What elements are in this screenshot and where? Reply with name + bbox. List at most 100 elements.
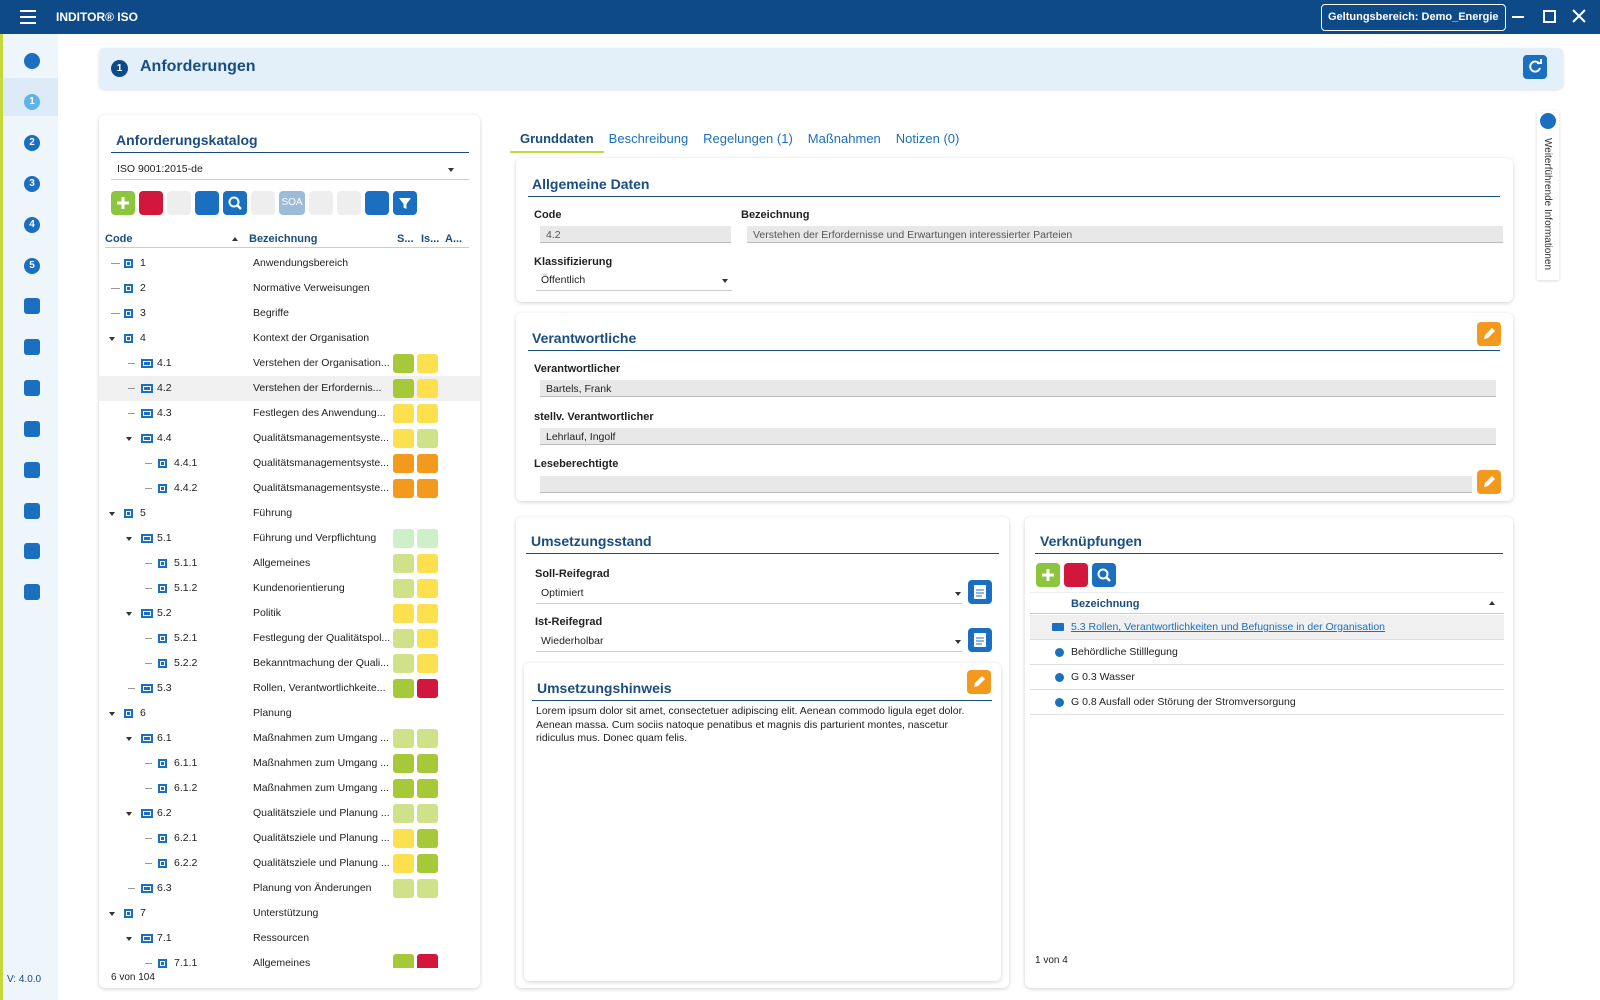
copy-button[interactable] bbox=[167, 191, 191, 215]
nav-icon[interactable] bbox=[24, 380, 40, 396]
column-label[interactable]: Code bbox=[105, 233, 133, 245]
column-label[interactable]: S... bbox=[397, 233, 414, 245]
hint-text[interactable]: Lorem ipsum dolor sit amet, consectetuer… bbox=[536, 705, 965, 744]
nav-icon[interactable] bbox=[24, 53, 40, 69]
filter-button[interactable] bbox=[393, 191, 417, 215]
menu-icon[interactable] bbox=[20, 9, 38, 25]
tree-row[interactable]: 7 Unterstützung bbox=[99, 901, 480, 926]
search-button[interactable] bbox=[1092, 563, 1116, 587]
tree-row[interactable]: 5.2.1 Festlegung der Qualitätspol... bbox=[99, 626, 480, 651]
tree-row[interactable]: 5.1 Führung und Verpflichtung bbox=[99, 526, 480, 551]
expand-toggle[interactable] bbox=[126, 812, 132, 816]
refresh-button[interactable] bbox=[1523, 55, 1547, 79]
column-label[interactable]: Bezeichnung bbox=[1071, 598, 1140, 610]
tree-row[interactable]: 7.1.1 Allgemeines bbox=[99, 951, 480, 968]
tree-row[interactable]: 4 Kontext der Organisation bbox=[99, 326, 480, 351]
column-label[interactable]: Bezeichnung bbox=[249, 233, 318, 245]
nav-icon[interactable]: 1 bbox=[24, 94, 40, 110]
link-text[interactable]: 5.3 Rollen, Verantwortlichkeiten und Bef… bbox=[1071, 621, 1386, 633]
expand-toggle[interactable] bbox=[126, 937, 132, 941]
tree-row[interactable]: 4.1 Verstehen der Organisation... bbox=[99, 351, 480, 376]
search-button[interactable] bbox=[223, 191, 247, 215]
link-row[interactable]: Behördliche Stilllegung bbox=[1030, 640, 1504, 665]
tree-row[interactable]: 5.3 Rollen, Verantwortlichkeite... bbox=[99, 676, 480, 701]
nav-icon[interactable] bbox=[24, 298, 40, 314]
collapse-button[interactable] bbox=[195, 191, 219, 215]
add-button[interactable] bbox=[1036, 563, 1060, 587]
doc-button[interactable] bbox=[968, 580, 992, 604]
tree-row[interactable]: 4.4.1 Qualitätsmanagementsyste... bbox=[99, 451, 480, 476]
risk-button[interactable] bbox=[365, 191, 389, 215]
scope-button[interactable]: Geltungsbereich: Demo_Energie bbox=[1321, 4, 1506, 31]
delete-button[interactable] bbox=[1064, 563, 1088, 587]
link-row[interactable]: 5.3 Rollen, Verantwortlichkeiten und Bef… bbox=[1030, 615, 1504, 640]
maximize[interactable] bbox=[1543, 10, 1556, 23]
column-label[interactable]: A... bbox=[445, 233, 463, 245]
catalog-select[interactable]: ISO 9001:2015-de bbox=[117, 163, 203, 175]
back-button[interactable] bbox=[251, 191, 275, 215]
tree-row[interactable]: 6.1.1 Maßnahmen zum Umgang ... bbox=[99, 751, 480, 776]
tab[interactable]: Maßnahmen bbox=[807, 131, 881, 146]
tree-row[interactable]: 6.2 Qualitätsziele und Planung ... bbox=[99, 801, 480, 826]
tree-row[interactable]: 5.2.2 Bekanntmachung der Quali... bbox=[99, 651, 480, 676]
edit-button[interactable] bbox=[1477, 322, 1501, 346]
tab[interactable]: Notizen (0) bbox=[895, 131, 960, 146]
minimize[interactable] bbox=[1512, 16, 1524, 18]
tree-row[interactable]: 5 Führung bbox=[99, 501, 480, 526]
tree-row[interactable]: 7.1 Ressourcen bbox=[99, 926, 480, 951]
expand-toggle[interactable] bbox=[109, 337, 115, 341]
tree-row[interactable]: 5.1.2 Kundenorientierung bbox=[99, 576, 480, 601]
nav-icon[interactable] bbox=[24, 421, 40, 437]
nav-icon[interactable]: 2 bbox=[24, 135, 40, 151]
nav-icon[interactable]: 4 bbox=[24, 217, 40, 233]
expand-toggle[interactable] bbox=[126, 537, 132, 541]
edit-button[interactable] bbox=[1477, 470, 1501, 494]
export-button[interactable] bbox=[337, 191, 361, 215]
tree-row[interactable]: 1 Anwendungsbereich bbox=[99, 251, 480, 276]
link-row[interactable]: G 0.8 Ausfall oder Störung der Stromvers… bbox=[1030, 690, 1504, 715]
actual-select[interactable]: Wiederholbar bbox=[541, 635, 604, 647]
nav-icon[interactable]: 3 bbox=[24, 176, 40, 192]
tree-row[interactable]: 5.2 Politik bbox=[99, 601, 480, 626]
tree-row[interactable]: 4.3 Festlegen des Anwendung... bbox=[99, 401, 480, 426]
nav-icon[interactable] bbox=[24, 339, 40, 355]
tab[interactable]: Regelungen (1) bbox=[703, 131, 793, 146]
settings-button[interactable] bbox=[309, 191, 333, 215]
expand-toggle[interactable] bbox=[126, 737, 132, 741]
expand-toggle[interactable] bbox=[109, 912, 115, 916]
tree-row[interactable]: 6 Planung bbox=[99, 701, 480, 726]
close[interactable] bbox=[1572, 9, 1586, 23]
tree-row[interactable]: 6.2.1 Qualitätsziele und Planung ... bbox=[99, 826, 480, 851]
tree-row[interactable]: 4.4.2 Qualitätsmanagementsyste... bbox=[99, 476, 480, 501]
tree-row[interactable]: 4.2 Verstehen der Erfordernis... bbox=[99, 376, 480, 401]
tree-row[interactable]: 6.1 Maßnahmen zum Umgang ... bbox=[99, 726, 480, 751]
edit-button[interactable] bbox=[967, 670, 991, 694]
tree-row[interactable]: 2 Normative Verweisungen bbox=[99, 276, 480, 301]
nav-icon[interactable]: 5 bbox=[24, 258, 40, 274]
info-panel-tab[interactable]: Weiterführende Informationen bbox=[1537, 110, 1559, 280]
doc-button[interactable] bbox=[968, 628, 992, 652]
expand-toggle[interactable] bbox=[109, 512, 115, 516]
tree-row[interactable]: 4.4 Qualitätsmanagementsyste... bbox=[99, 426, 480, 451]
tab[interactable]: Beschreibung bbox=[608, 131, 689, 146]
nav-icon[interactable] bbox=[24, 503, 40, 519]
column-label[interactable]: Is... bbox=[421, 233, 440, 245]
expand-toggle[interactable] bbox=[126, 612, 132, 616]
link-row[interactable]: G 0.3 Wasser bbox=[1030, 665, 1504, 690]
tree-row[interactable]: 6.1.2 Maßnahmen zum Umgang ... bbox=[99, 776, 480, 801]
tree-row[interactable]: 6.2.2 Qualitätsziele und Planung ... bbox=[99, 851, 480, 876]
add-button[interactable] bbox=[111, 191, 135, 215]
target-select[interactable]: Optimiert bbox=[541, 587, 584, 599]
tree-row[interactable]: 3 Begriffe bbox=[99, 301, 480, 326]
nav-icon[interactable] bbox=[24, 543, 40, 559]
class-select[interactable]: Öffentlich bbox=[541, 274, 586, 286]
delete-button[interactable] bbox=[139, 191, 163, 215]
nav-icon[interactable] bbox=[24, 584, 40, 600]
nav-icon[interactable] bbox=[24, 462, 40, 478]
tab[interactable]: Grunddaten bbox=[520, 131, 594, 146]
soa-button[interactable]: SOA bbox=[279, 191, 305, 215]
expand-toggle[interactable] bbox=[109, 712, 115, 716]
expand-toggle[interactable] bbox=[126, 437, 132, 441]
tree-row[interactable]: 5.1.1 Allgemeines bbox=[99, 551, 480, 576]
tree-row[interactable]: 6.3 Planung von Änderungen bbox=[99, 876, 480, 901]
